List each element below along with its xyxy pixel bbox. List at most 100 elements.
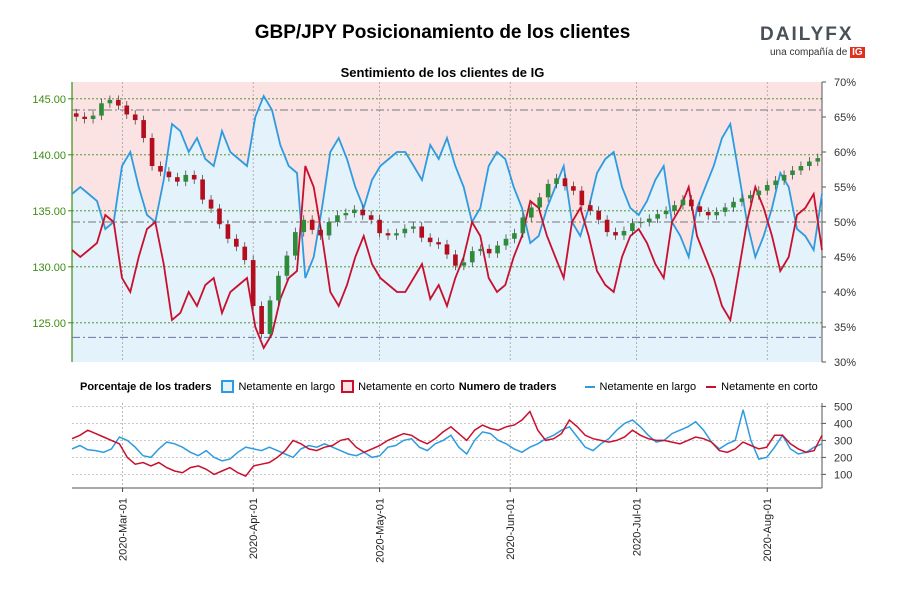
candle-body-31: [335, 215, 340, 222]
candle-body-80: [748, 195, 753, 199]
price-tick-label-2: 135.00: [32, 206, 66, 218]
legend-pct-title: Porcentaje de los traders: [80, 380, 212, 393]
candle-body-75: [705, 211, 711, 216]
legend-long-line: [584, 385, 595, 388]
candle-body-40: [410, 226, 416, 229]
candle-body-15: [200, 179, 205, 200]
candle-body-26: [292, 232, 298, 256]
candle-body-23: [267, 300, 273, 334]
candle-body-21: [250, 260, 256, 306]
candle-body-69: [655, 214, 660, 219]
logo-tagline: una compañía de IG: [770, 47, 870, 58]
candle-body-35: [368, 215, 374, 220]
candle-body-25: [284, 255, 290, 276]
candle-body-55: [537, 197, 543, 208]
x-tick-label-3: 2020-Jun-01: [505, 498, 517, 560]
candle-body-36: [377, 219, 382, 234]
candle-body-16: [208, 199, 214, 209]
short-pct-line: [71, 165, 823, 351]
x-tick-label-1: 2020-Apr-01: [248, 498, 260, 559]
candle-body-47: [469, 251, 475, 263]
x-tick-label-5: 2020-Aug-01: [762, 498, 774, 562]
candle-body-63: [604, 219, 610, 233]
candle-body-49: [486, 248, 492, 254]
price-tick-label-1: 130.00: [32, 262, 66, 274]
candle-body-50: [495, 245, 500, 254]
candle-body-57: [554, 178, 559, 184]
sent-tick-label-0: 30%: [834, 357, 856, 369]
candle-body-78: [731, 201, 736, 208]
dailyfx-logo: DAILYFX una compañía de IG: [760, 24, 870, 64]
long-pct-line: [71, 93, 823, 279]
candle-body-6: [124, 105, 130, 115]
count-line-short: [71, 410, 823, 478]
candle-body-29: [318, 229, 323, 236]
candle-body-10: [158, 166, 163, 172]
candle-body-70: [663, 210, 669, 215]
candle-body-87: [807, 161, 812, 166]
legend-num-title: Numero de traders: [458, 380, 557, 393]
candle-body-20: [242, 246, 248, 261]
sent-tick-label-4: 50%: [834, 217, 856, 229]
legend-short-line: [706, 385, 717, 388]
chart-title: Sentimiento de los clientes de IG: [340, 65, 545, 80]
price-tick-label-3: 140.00: [32, 150, 66, 162]
x-tick-label-0: 2020-Mar-01: [118, 498, 130, 561]
candle-body-14: [191, 174, 197, 180]
candle-body-66: [630, 223, 635, 231]
legend-pct-short: Netamente en corto: [358, 380, 455, 393]
candle-body-27: [301, 219, 307, 233]
count-tick-label-3: 400: [834, 418, 852, 430]
candle-body-17: [217, 208, 222, 225]
candle-body-24: [276, 275, 281, 301]
candle-body-65: [621, 230, 627, 236]
sent-tick-label-5: 55%: [834, 182, 856, 194]
candle-body-51: [503, 238, 509, 246]
long-area: [72, 96, 822, 362]
legend-num-long: Netamente en largo: [599, 380, 697, 393]
candle-body-12: [175, 177, 180, 182]
candle-body-64: [613, 232, 618, 236]
candle-body-8: [141, 120, 146, 138]
candle-body-61: [587, 205, 593, 211]
candle-body-44: [444, 244, 450, 255]
count-tick-label-4: 500: [834, 401, 852, 413]
candle-body-22: [259, 306, 264, 334]
candle-body-82: [764, 185, 770, 191]
candle-body-32: [343, 213, 349, 216]
candle-body-71: [672, 205, 677, 211]
candle-body-41: [419, 226, 425, 238]
candle-body-86: [798, 166, 804, 171]
candle-body-52: [512, 233, 517, 239]
candle-body-19: [234, 238, 239, 247]
candle-body-9: [149, 138, 155, 166]
candle-body-30: [326, 222, 332, 236]
candle-body-83: [773, 180, 778, 186]
count-tick-label-0: 100: [834, 469, 852, 481]
candle-body-39: [402, 228, 408, 234]
candle-body-1: [82, 116, 87, 119]
price-tick-label-0: 125.00: [32, 318, 66, 330]
sent-tick-label-2: 40%: [834, 287, 856, 299]
legend-num-short: Netamente en corto: [721, 380, 818, 393]
candle-body-43: [436, 242, 441, 245]
candle-body-76: [714, 211, 719, 216]
price-tick-label-4: 145.00: [32, 94, 66, 106]
candle-body-72: [680, 199, 686, 206]
candle-body-84: [781, 174, 787, 181]
candle-body-48: [478, 248, 484, 252]
logo-wordmark: DAILYFX: [760, 24, 854, 45]
candle-body-37: [385, 233, 391, 236]
candle-body-60: [579, 190, 585, 206]
candle-body-2: [90, 115, 96, 119]
legend-pct-long: Netamente en largo: [238, 380, 336, 393]
candle-body-59: [571, 186, 576, 191]
candle-body-28: [309, 219, 315, 230]
candle-body-42: [427, 237, 433, 243]
candle-body-3: [99, 103, 104, 116]
candle-body-53: [520, 217, 526, 234]
x-tick-label-2: 2020-May-01: [375, 498, 387, 563]
candle-body-46: [461, 262, 467, 266]
candle-body-13: [183, 174, 189, 182]
